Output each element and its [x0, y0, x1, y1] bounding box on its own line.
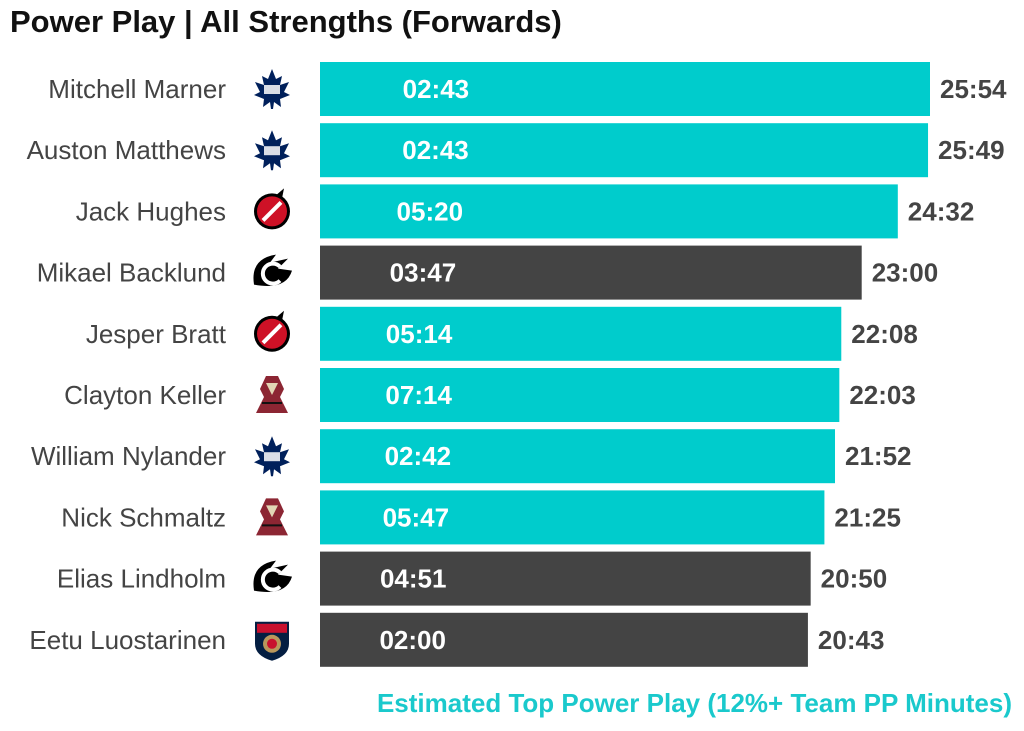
player-name-label: Clayton Keller	[64, 380, 226, 410]
player-name-label: Jesper Bratt	[86, 319, 227, 349]
bar-inner-label: 07:14	[385, 380, 452, 410]
bar-total-label: 23:00	[872, 258, 939, 288]
bar-inner-label: 05:14	[386, 319, 453, 349]
flames-logo-icon	[253, 254, 292, 286]
bar-total-label: 25:54	[940, 74, 1007, 104]
maple-leafs-logo-icon	[254, 436, 290, 477]
bar	[320, 306, 842, 361]
bar-inner-label: 02:43	[402, 135, 469, 165]
bar-total-label: 24:32	[908, 196, 975, 226]
chart-title: Power Play | All Strengths (Forwards)	[10, 4, 562, 39]
coyotes-logo-icon	[256, 498, 288, 536]
player-name-label: Mikael Backlund	[37, 258, 226, 288]
player-name-label: Eetu Luostarinen	[29, 625, 226, 655]
bar	[320, 184, 898, 239]
devils-logo-icon	[254, 310, 290, 352]
player-name-label: Elias Lindholm	[57, 564, 226, 594]
devils-logo-icon	[254, 188, 290, 230]
bar	[320, 62, 930, 116]
player-name-label: Jack Hughes	[76, 196, 226, 226]
bar-inner-label: 02:43	[403, 74, 470, 104]
chart-footnote: Estimated Top Power Play (12%+ Team PP M…	[376, 688, 1012, 718]
player-name-label: Auston Matthews	[27, 135, 226, 165]
bar	[320, 245, 862, 300]
bar-total-label: 21:25	[834, 502, 901, 532]
bar	[320, 551, 811, 606]
flames-logo-icon	[253, 560, 292, 592]
panthers-logo-icon	[255, 621, 289, 661]
bar	[320, 612, 808, 667]
player-name-label: Nick Schmaltz	[61, 502, 226, 532]
coyotes-logo-icon	[256, 376, 288, 413]
bar-total-label: 20:43	[818, 625, 885, 655]
bar-inner-label: 05:20	[397, 196, 464, 226]
player-name-label: William Nylander	[31, 441, 226, 471]
bar-inner-label: 04:51	[380, 564, 447, 594]
bar-total-label: 22:03	[849, 380, 916, 410]
bar-inner-label: 02:00	[379, 625, 446, 655]
bar-inner-label: 05:47	[383, 502, 450, 532]
bar-total-label: 25:49	[938, 135, 1005, 165]
bar-inner-label: 03:47	[390, 258, 457, 288]
bar	[320, 429, 836, 484]
bar	[320, 490, 825, 545]
bar-inner-label: 02:42	[385, 441, 452, 471]
bar	[320, 368, 840, 422]
bar-total-label: 22:08	[851, 319, 918, 349]
maple-leafs-logo-icon	[254, 130, 290, 171]
bar-total-label: 20:50	[821, 564, 888, 594]
bar	[320, 123, 929, 178]
maple-leafs-logo-icon	[254, 69, 290, 109]
player-name-label: Mitchell Marner	[48, 74, 226, 104]
bar-total-label: 21:52	[845, 441, 912, 471]
